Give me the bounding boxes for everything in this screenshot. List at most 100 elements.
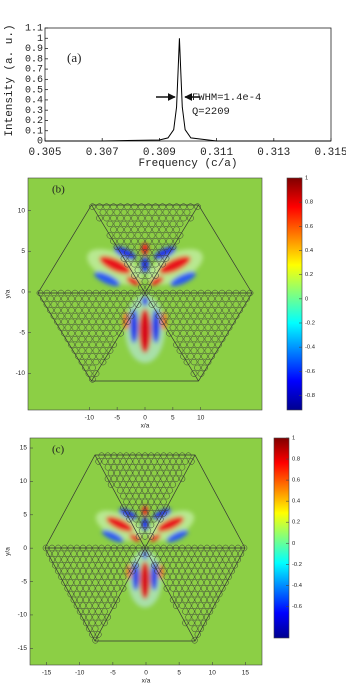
- air-hole: [95, 550, 102, 558]
- air-hole: [160, 452, 167, 460]
- air-hole: [160, 556, 167, 563]
- air-hole: [76, 550, 83, 558]
- air-hole: [89, 573, 96, 581]
- colorbar-tick-label: 0.4: [292, 499, 301, 505]
- air-hole: [54, 295, 61, 302]
- air-hole: [89, 341, 96, 349]
- air-hole: [208, 307, 215, 314]
- air-hole: [141, 243, 149, 251]
- air-hole: [234, 556, 242, 563]
- air-hole: [222, 544, 229, 552]
- air-hole: [134, 243, 142, 251]
- air-hole: [70, 550, 77, 558]
- air-hole: [172, 475, 180, 483]
- air-hole: [180, 214, 187, 222]
- air-hole: [98, 613, 105, 621]
- field-lobe: [94, 271, 120, 287]
- air-hole: [89, 307, 96, 314]
- air-hole: [162, 255, 170, 262]
- air-hole: [141, 464, 149, 471]
- air-hole: [71, 347, 79, 354]
- air-hole: [92, 544, 99, 552]
- air-hole: [92, 301, 100, 308]
- air-hole: [50, 312, 58, 320]
- air-hole: [104, 556, 111, 563]
- air-hole: [58, 550, 65, 558]
- air-hole: [110, 556, 118, 563]
- air-hole: [191, 544, 198, 552]
- air-hole: [138, 504, 145, 511]
- air-hole: [194, 318, 201, 325]
- air-hole: [141, 487, 149, 494]
- air-hole: [148, 243, 156, 251]
- air-hole: [83, 596, 90, 604]
- air-hole: [197, 625, 204, 632]
- air-hole: [190, 347, 198, 354]
- air-hole: [89, 550, 96, 558]
- air-hole: [95, 619, 102, 627]
- air-hole: [61, 318, 68, 325]
- air-hole: [163, 573, 170, 581]
- air-hole: [104, 452, 111, 460]
- air-hole: [123, 510, 130, 517]
- air-hole: [76, 573, 83, 581]
- air-hole: [182, 608, 189, 615]
- air-hole: [176, 562, 183, 569]
- air-hole: [117, 307, 124, 314]
- air-hole: [141, 498, 149, 506]
- air-hole: [207, 596, 214, 604]
- air-hole: [110, 214, 117, 222]
- air-hole: [169, 550, 176, 558]
- air-hole: [151, 481, 158, 488]
- air-hole: [159, 261, 166, 268]
- air-holes: [36, 203, 254, 383]
- air-hole: [166, 567, 173, 575]
- air-hole: [110, 330, 117, 337]
- air-hole: [216, 579, 223, 586]
- plot-frame: [44, 27, 332, 142]
- air-hole: [113, 232, 121, 239]
- air-hole: [98, 579, 105, 586]
- air-hole: [215, 341, 222, 349]
- air-hole: [185, 602, 192, 609]
- air-hole: [124, 249, 131, 256]
- air-hole: [52, 550, 59, 558]
- air-hole: [61, 544, 68, 552]
- x-tick-label: 0: [143, 415, 147, 422]
- panel-label: (c): [52, 444, 65, 456]
- air-hole: [132, 492, 139, 500]
- air-hole: [194, 364, 201, 372]
- air-hole: [201, 330, 208, 337]
- air-hole: [187, 203, 194, 210]
- air-hole: [187, 295, 194, 302]
- air-hole: [95, 458, 102, 465]
- y-axis-label: y/a: [5, 289, 12, 298]
- air-hole: [120, 255, 128, 262]
- air-hole: [148, 498, 155, 506]
- air-hole: [222, 330, 229, 337]
- air-hole: [225, 562, 232, 569]
- air-hole: [117, 464, 124, 471]
- air-hole: [67, 544, 74, 552]
- air-hole: [75, 341, 82, 349]
- air-hole: [129, 452, 136, 460]
- field-lobe: [139, 561, 151, 599]
- air-hole: [145, 226, 152, 233]
- air-hole: [154, 498, 161, 506]
- air-hole: [123, 464, 130, 471]
- air-hole: [166, 487, 173, 494]
- colorbar-tick-label: 1: [292, 436, 295, 442]
- air-hole: [183, 301, 191, 308]
- air-hole: [134, 209, 142, 216]
- air-hole: [183, 347, 191, 354]
- air-hole: [179, 579, 186, 586]
- air-hole: [85, 301, 93, 308]
- air-hole: [89, 596, 96, 604]
- colorbar-tick-label: 0.8: [305, 200, 313, 206]
- air-hole: [148, 452, 155, 460]
- air-hole: [222, 579, 229, 586]
- air-hole: [197, 556, 204, 563]
- air-hole: [188, 619, 195, 627]
- air-hole: [131, 226, 138, 233]
- x-tick-label: 0.305: [28, 147, 61, 159]
